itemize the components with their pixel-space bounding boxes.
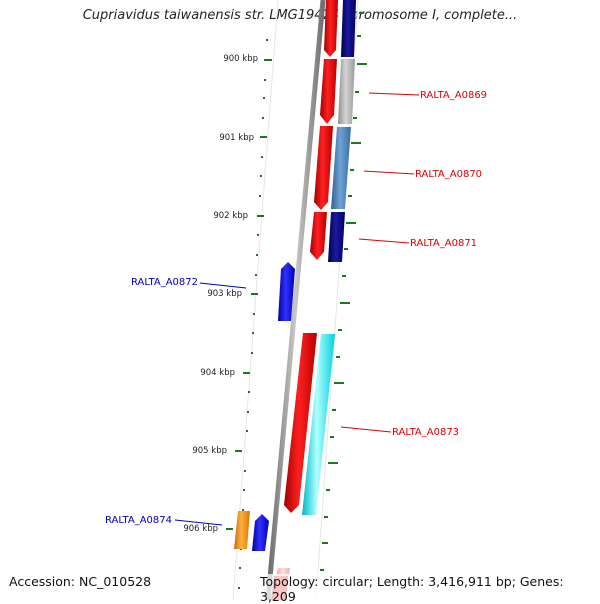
outer-tick-track bbox=[320, 12, 367, 571]
accession-text: Accession: NC_010528 bbox=[9, 574, 152, 589]
leader-line bbox=[174, 519, 223, 526]
gene-label[interactable]: RALTA_A0872 bbox=[131, 277, 198, 288]
gene-block-ralta-a0870[interactable] bbox=[314, 126, 333, 210]
ruler-label: 900 kbp bbox=[223, 54, 258, 64]
ruler-label: 906 kbp bbox=[183, 524, 218, 534]
gene-label[interactable]: RALTA_A0873 bbox=[392, 427, 459, 438]
gene-block[interactable] bbox=[341, 0, 356, 57]
ruler-label: 901 kbp bbox=[219, 133, 254, 143]
ruler-label: 902 kbp bbox=[213, 211, 248, 221]
leader-line bbox=[358, 238, 410, 244]
ruler-label: 905 kbp bbox=[192, 446, 227, 456]
gene-label[interactable]: RALTA_A0874 bbox=[105, 515, 172, 526]
genome-backbone bbox=[265, 0, 326, 600]
gene-label[interactable]: RALTA_A0871 bbox=[410, 238, 477, 249]
gene-block[interactable] bbox=[331, 127, 351, 209]
gene-arrow-ralta-a0874[interactable] bbox=[252, 514, 269, 551]
gene-block[interactable] bbox=[302, 334, 335, 515]
gene-block-ralta-a0869[interactable] bbox=[320, 59, 337, 124]
gene-block[interactable] bbox=[324, 0, 338, 57]
genome-summary-text: Topology: circular; Length: 3,416,911 bp… bbox=[260, 574, 600, 604]
gene-block[interactable] bbox=[234, 511, 250, 549]
guide-line bbox=[232, 0, 279, 600]
gene-block[interactable] bbox=[328, 212, 345, 262]
ruler-track bbox=[226, 39, 272, 589]
ruler-label: 904 kbp bbox=[200, 368, 235, 378]
gene-block-ralta-a0873[interactable] bbox=[284, 333, 317, 513]
leader-line bbox=[340, 426, 392, 433]
leader-line bbox=[363, 170, 415, 175]
gene-label[interactable]: RALTA_A0869 bbox=[420, 90, 487, 101]
gene-block[interactable] bbox=[338, 59, 355, 124]
gene-label[interactable]: RALTA_A0870 bbox=[415, 169, 482, 180]
leader-line bbox=[199, 282, 247, 289]
map-title: Cupriavidus taiwanensis str. LMG19424 ch… bbox=[82, 8, 518, 23]
ruler-label: 903 kbp bbox=[207, 289, 242, 299]
gene-block-ralta-a0871[interactable] bbox=[310, 212, 327, 260]
minus-strand bbox=[234, 262, 295, 551]
leader-line bbox=[368, 92, 420, 96]
gene-arrow-ralta-a0872[interactable] bbox=[278, 262, 295, 321]
